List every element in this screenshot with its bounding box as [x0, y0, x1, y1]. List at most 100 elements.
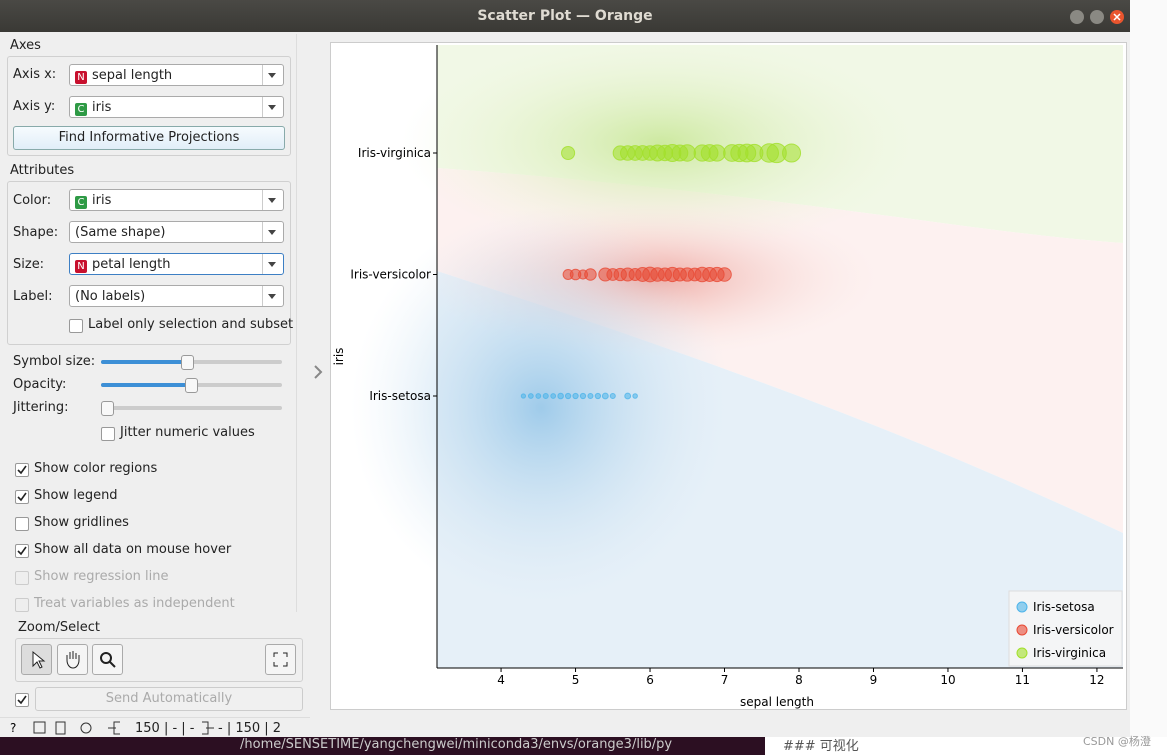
combo-value: (No labels)	[75, 289, 146, 304]
x-axis-title: sepal length	[740, 695, 814, 709]
slider-label-text: Jittering:	[13, 400, 69, 415]
point	[520, 393, 527, 399]
window-buttons[interactable]	[1068, 8, 1128, 26]
terminal: /home/SENSETIME/yangchengwei/miniconda3/…	[0, 737, 765, 755]
section-heading-text: Axes	[10, 38, 41, 53]
point	[594, 392, 602, 400]
point	[564, 392, 572, 400]
x-tick-label: 6	[646, 673, 654, 687]
checkbox	[15, 598, 29, 612]
field-label-text: Axis y:	[13, 99, 56, 114]
point	[535, 393, 542, 399]
checkbox-label: Show gridlines	[34, 515, 129, 530]
group-box	[7, 56, 291, 156]
checkbox[interactable]	[15, 517, 29, 531]
checkbox[interactable]	[69, 319, 83, 333]
x-tick-label: 8	[795, 673, 803, 687]
type-badge: N	[75, 260, 87, 273]
status-icons: ?	[10, 720, 120, 740]
checkbox[interactable]	[101, 427, 115, 441]
tool-pan[interactable]	[57, 644, 88, 675]
checkbox-label-text: Jitter numeric values	[120, 425, 255, 440]
slider-handle[interactable]	[181, 355, 194, 370]
button-text: Find Informative Projections	[58, 130, 240, 145]
point	[542, 392, 549, 400]
note-text: ### 可视化	[783, 739, 859, 754]
checkbox[interactable]	[15, 463, 29, 477]
slider-label: Opacity:	[13, 377, 66, 392]
combo-box[interactable]: (No labels)	[69, 285, 284, 307]
point	[609, 392, 616, 400]
y-tick-label: Iris-setosa	[369, 389, 431, 403]
checkbox-label-text: Treat variables as independent	[34, 596, 235, 611]
slider-label-text: Symbol size:	[13, 354, 96, 369]
combo-box[interactable]: (Same shape)	[69, 221, 284, 243]
group-box	[15, 638, 303, 682]
x-tick-label: 9	[870, 673, 878, 687]
x-tick-label: 11	[1015, 673, 1030, 687]
field-label: Size:	[13, 257, 44, 272]
status-input: 150 | - | -	[135, 721, 194, 736]
color-regions	[351, 43, 1123, 668]
section-heading-text: Attributes	[10, 163, 75, 178]
field-label-text: Axis x:	[13, 67, 57, 82]
combo-value: petal length	[92, 257, 171, 272]
window-title: Scatter Plot — Orange	[477, 8, 653, 24]
tool-reset[interactable]	[265, 644, 296, 675]
checkbox-label: Jitter numeric values	[120, 425, 255, 440]
note-area: ### 可视化 CSDN @杨澄	[765, 735, 1167, 755]
slider-handle[interactable]	[101, 401, 114, 416]
y-axis-title: iris	[332, 348, 346, 366]
checkbox[interactable]	[15, 544, 29, 558]
legend-label: Iris-virginica	[1033, 646, 1106, 660]
checkbox[interactable]	[15, 693, 29, 707]
tool-select[interactable]	[21, 644, 52, 675]
x-tick-label: 12	[1089, 673, 1104, 687]
tool-zoom[interactable]	[92, 644, 123, 675]
status-output-text: - | 150 | 2	[218, 721, 282, 736]
group-box	[7, 181, 291, 345]
field-label: Axis x:	[13, 67, 56, 82]
background-page	[1130, 0, 1167, 737]
checkbox[interactable]	[15, 490, 29, 504]
checkbox-label-text: Show legend	[34, 488, 118, 503]
y-tick-label: Iris-versicolor	[350, 268, 431, 282]
checkbox-label-text: Show color regions	[34, 461, 158, 476]
slider-label-text: Opacity:	[13, 377, 67, 392]
checkbox-label: Show color regions	[34, 461, 157, 476]
x-tick-label: 10	[940, 673, 955, 687]
slider-fill	[101, 383, 191, 387]
combo-value: iris	[92, 193, 112, 208]
splitter-arrow	[312, 364, 324, 384]
legend-marker	[1016, 601, 1028, 613]
field-label: Axis y:	[13, 99, 55, 114]
checkbox-label-text: Show all data on mouse hover	[34, 542, 232, 557]
type-badge: C	[75, 103, 87, 116]
checkbox-label-text: Show regression line	[34, 569, 169, 584]
slider-handle[interactable]	[185, 378, 198, 393]
point	[632, 393, 638, 399]
section-heading-text: Zoom/Select	[18, 620, 100, 635]
point	[624, 392, 632, 400]
slider-fill	[101, 360, 187, 364]
point	[572, 392, 579, 400]
checkbox-label: Show regression line	[34, 569, 169, 584]
point	[587, 392, 594, 400]
combo-value: (Same shape)	[75, 225, 166, 240]
checkbox	[15, 571, 29, 585]
slider-track	[101, 406, 282, 410]
checkbox-label: Show legend	[34, 488, 118, 503]
scrollbar	[296, 34, 310, 612]
field-label: Shape:	[13, 225, 58, 240]
combo-value: sepal length	[92, 68, 173, 83]
button[interactable]: Find Informative Projections	[13, 126, 285, 150]
plot[interactable]: 4 5 6 7 8 9 10 11 12 Iris-setosa Iris-versicolor Ir…	[330, 42, 1127, 710]
point	[550, 393, 557, 399]
legend-marker	[1016, 647, 1028, 659]
point	[579, 392, 587, 400]
point	[527, 393, 534, 399]
